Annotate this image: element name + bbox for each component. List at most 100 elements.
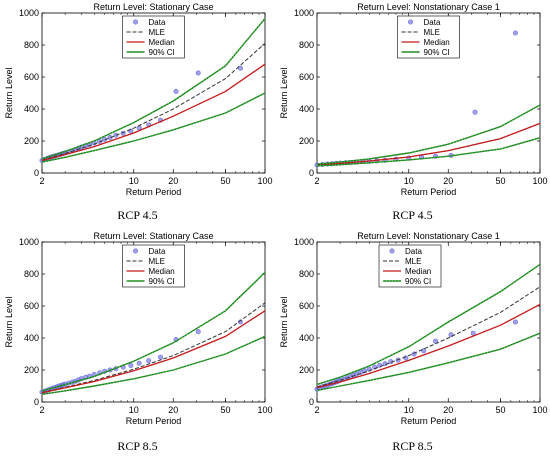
x-tick-label: 10 <box>404 176 414 186</box>
legend-box <box>122 244 185 288</box>
y-tick-label: 800 <box>24 269 39 279</box>
data-point <box>158 354 164 360</box>
ci-line-dots <box>41 335 266 395</box>
y-axis-label: Return Level <box>4 296 14 347</box>
x-tick-label: 20 <box>443 176 453 186</box>
x-tick-label: 100 <box>257 176 272 186</box>
chart-panel-nonstationary-rcp45: Return Level: Nonstationary Case 1 0 200 40… <box>275 0 550 228</box>
x-tick-label: 20 <box>168 405 178 415</box>
data-point <box>377 362 383 368</box>
ci-line-dots <box>41 272 266 392</box>
y-tick-label: 400 <box>24 333 39 343</box>
mle-line <box>41 302 266 393</box>
legend-label: MLE <box>149 257 165 266</box>
legend-label: 90% CI <box>424 48 450 57</box>
ci-line <box>41 92 266 163</box>
y-axis-label: Return Level <box>4 67 14 118</box>
y-tick-label: 1000 <box>294 8 314 18</box>
legend-marker-data <box>408 19 414 25</box>
y-tick-label: 200 <box>24 365 39 375</box>
data-point <box>472 109 478 115</box>
x-tick-label: 10 <box>404 405 414 415</box>
legend-label: Median <box>149 267 175 276</box>
data-point <box>237 65 243 71</box>
x-tick-label: 2 <box>39 405 44 415</box>
legend-marker-data <box>133 19 139 25</box>
y-tick-label: 400 <box>299 104 314 114</box>
x-tick-label: 100 <box>257 405 272 415</box>
y-tick-label: 200 <box>299 365 314 375</box>
legend-label: 90% CI <box>149 277 175 286</box>
x-axis-label: Return Period <box>126 416 182 426</box>
chart-title: Return Level: Nonstationary Case 1 <box>357 2 500 12</box>
data-point <box>107 134 113 140</box>
chart-svg: Return Level: Stationary Case 0 200 400 600 8… <box>4 231 273 426</box>
y-tick-label: 400 <box>299 333 314 343</box>
legend-label: Data <box>424 18 441 27</box>
data-point <box>128 363 134 369</box>
ci-line-dots <box>316 332 541 391</box>
mle-line <box>316 286 541 388</box>
chart-panel-stationary-rcp85: Return Level: Stationary Case 0 200 400 600 8… <box>0 229 275 457</box>
legend-label: Median <box>405 267 431 276</box>
y-tick-label: 600 <box>299 72 314 82</box>
x-tick-label: 20 <box>168 176 178 186</box>
legend-marker-data <box>133 248 139 254</box>
y-tick-label: 800 <box>299 40 314 50</box>
y-tick-label: 200 <box>299 136 314 146</box>
y-tick-label: 200 <box>24 136 39 146</box>
chart-svg: Return Level: Nonstationary Case 1 0 200 40… <box>279 231 548 426</box>
data-point <box>136 360 142 366</box>
y-tick-label: 1000 <box>294 237 314 247</box>
y-tick-label: 600 <box>24 72 39 82</box>
chart-panel-nonstationary-rcp85: Return Level: Nonstationary Case 1 0 200 40… <box>275 229 550 457</box>
x-tick-label: 2 <box>314 405 319 415</box>
x-tick-label: 100 <box>532 176 547 186</box>
y-tick-label: 0 <box>309 168 314 178</box>
legend-label: Median <box>149 38 175 47</box>
data-point <box>512 319 518 325</box>
y-tick-label: 0 <box>34 397 39 407</box>
ci-line-dots <box>316 263 541 385</box>
chart-title: Return Level: Nonstationary Case 1 <box>357 231 500 241</box>
legend-label: Data <box>149 247 166 256</box>
x-tick-label: 20 <box>443 405 453 415</box>
data-point <box>421 348 427 354</box>
x-tick-label: 100 <box>532 405 547 415</box>
y-tick-label: 800 <box>24 40 39 50</box>
median-line <box>316 122 541 166</box>
chart-title: Return Level: Stationary Case <box>93 231 213 241</box>
chart-caption: RCP 8.5 <box>392 439 433 453</box>
x-axis-label: Return Period <box>401 187 457 197</box>
legend-label: Median <box>424 38 450 47</box>
y-tick-label: 1000 <box>19 8 39 18</box>
data-point <box>146 358 152 364</box>
chart-caption: RCP 4.5 <box>392 208 433 222</box>
chart-svg: Return Level: Nonstationary Case 1 0 200 40… <box>279 2 548 197</box>
chart-svg: Return Level: Stationary Case 0 200 400 600 8… <box>4 2 273 197</box>
y-axis-label: Return Level <box>279 296 289 347</box>
legend-label: MLE <box>424 28 440 37</box>
data-point <box>470 330 476 336</box>
x-axis-label: Return Period <box>126 187 182 197</box>
mle-line <box>41 43 266 161</box>
x-tick-label: 50 <box>495 405 505 415</box>
y-tick-label: 600 <box>299 301 314 311</box>
x-tick-label: 10 <box>129 176 139 186</box>
y-tick-label: 800 <box>299 269 314 279</box>
x-axis-label: Return Period <box>401 416 457 426</box>
legend-label: 90% CI <box>149 48 175 57</box>
y-tick-label: 0 <box>309 397 314 407</box>
x-tick-label: 50 <box>220 176 230 186</box>
data-point <box>173 88 179 94</box>
median-line <box>316 303 541 389</box>
x-tick-label: 2 <box>314 176 319 186</box>
data-point <box>512 30 518 36</box>
chart-title: Return Level: Stationary Case <box>93 2 213 12</box>
chart-caption: RCP 4.5 <box>117 208 158 222</box>
x-tick-label: 2 <box>39 176 44 186</box>
y-tick-label: 600 <box>24 301 39 311</box>
y-tick-label: 1000 <box>19 237 39 247</box>
legend-label: 90% CI <box>405 277 431 286</box>
ci-line-dots <box>41 18 266 160</box>
